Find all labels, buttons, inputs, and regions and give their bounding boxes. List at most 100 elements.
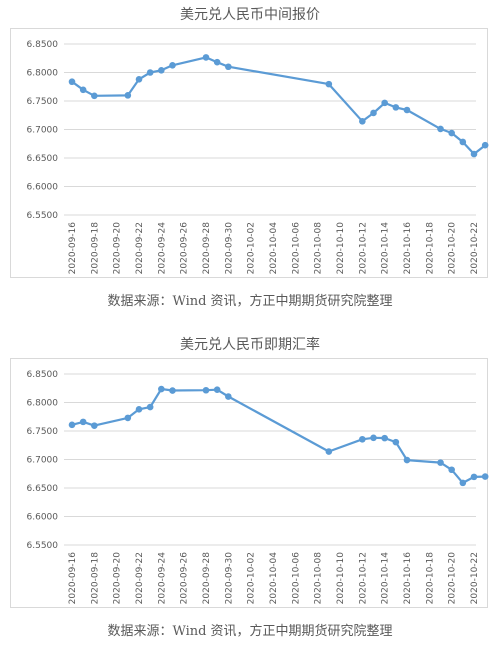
y-tick-label: 6.7000 [27, 126, 59, 136]
x-tick-label: 2020-10-04 [269, 552, 279, 605]
data-point [146, 69, 154, 76]
data-point [481, 473, 489, 480]
series-line [71, 387, 486, 484]
line-chart-central-parity: 6.5500 6.6000 6.6500 6.7000 6.7500 6.8000 6.85… [27, 40, 489, 275]
chart-panel-spot-rate: 美元兑人民币即期汇率 6.5500 6.6000 6.6500 6.7000 6.750… [0, 330, 500, 650]
x-tick-label: 2020-10-04 [269, 222, 279, 275]
x-tick-label: 2020-10-02 [247, 552, 257, 604]
data-point [381, 434, 388, 442]
data-point [392, 104, 400, 111]
x-tick-label: 2020-09-18 [90, 552, 100, 605]
x-tick-label: 2020-09-20 [113, 552, 123, 605]
data-point [169, 62, 176, 69]
x-tick-label: 2020-10-06 [291, 552, 301, 605]
x-tick-label: 2020-09-28 [202, 222, 212, 275]
chart-frame [10, 358, 488, 608]
data-point [158, 385, 165, 393]
data-point [392, 438, 400, 446]
chart-frame [10, 28, 488, 278]
x-tick-label: 2020-10-14 [381, 222, 391, 275]
line-chart-spot-rate: 6.5500 6.6000 6.6500 6.7000 6.7500 6.8000 6.85… [27, 370, 489, 605]
data-point [135, 406, 143, 413]
data-point [370, 109, 377, 117]
data-point [225, 63, 232, 71]
y-tick-label: 6.6500 [27, 484, 59, 494]
x-tick-label: 2020-10-02 [247, 222, 257, 274]
x-tick-label: 2020-10-18 [425, 552, 435, 605]
data-point [202, 54, 210, 61]
source-note: 数据来源：Wind 资讯，方正中期期货研究院整理 [107, 624, 393, 639]
x-tick-label: 2020-10-10 [336, 552, 346, 605]
x-tick-label: 2020-10-12 [358, 552, 368, 604]
data-point [146, 403, 154, 411]
y-tick-label: 6.6500 [27, 154, 59, 164]
x-tick-label: 2020-09-22 [135, 222, 145, 274]
x-tick-label: 2020-10-06 [291, 222, 301, 275]
data-point [437, 125, 444, 133]
data-point [448, 466, 455, 474]
x-tick-label: 2020-10-10 [336, 222, 346, 275]
x-tick-label: 2020-10-22 [470, 552, 480, 604]
data-point [135, 76, 143, 83]
data-point [158, 66, 165, 74]
data-point [213, 386, 221, 393]
chart-title: 美元兑人民币即期汇率 [180, 337, 320, 353]
y-tick-label: 6.6000 [27, 513, 59, 523]
y-tick-label: 6.5500 [27, 541, 59, 551]
data-point [437, 459, 444, 466]
y-tick-label: 6.7000 [27, 456, 59, 466]
data-point [124, 92, 132, 99]
y-tick-label: 6.5500 [27, 211, 59, 221]
x-tick-label: 2020-09-16 [68, 222, 78, 275]
data-point [325, 448, 333, 455]
x-tick-label: 2020-10-22 [470, 222, 480, 274]
series-line [71, 56, 486, 156]
x-tick-label: 2020-09-18 [90, 222, 100, 275]
data-point [68, 421, 76, 429]
y-tick-label: 6.8500 [27, 40, 59, 50]
x-tick-label: 2020-09-24 [157, 552, 167, 605]
data-point [448, 129, 455, 137]
x-tick-label: 2020-10-20 [448, 222, 458, 275]
data-point [225, 393, 232, 400]
data-point [213, 58, 221, 66]
data-point [470, 473, 478, 481]
data-point [381, 99, 388, 107]
x-tick-label: 2020-09-22 [135, 552, 145, 604]
data-point [481, 141, 489, 149]
source-note: 数据来源：Wind 资讯，方正中期期货研究院整理 [107, 294, 393, 309]
data-point [91, 92, 98, 100]
data-point [325, 80, 333, 88]
data-point [202, 386, 210, 394]
data-point [403, 106, 411, 114]
data-point [91, 422, 98, 429]
y-tick-label: 6.8000 [27, 69, 59, 79]
x-tick-label: 2020-10-16 [403, 552, 413, 605]
y-tick-label: 6.7500 [27, 97, 59, 107]
x-tick-label: 2020-10-08 [314, 222, 324, 275]
x-tick-label: 2020-09-26 [180, 552, 190, 605]
x-tick-label: 2020-09-30 [224, 222, 234, 275]
x-tick-label: 2020-10-18 [425, 222, 435, 275]
x-tick-label: 2020-09-26 [180, 222, 190, 275]
x-tick-label: 2020-10-14 [381, 552, 391, 605]
x-tick-label: 2020-09-20 [113, 222, 123, 275]
x-tick-label: 2020-10-12 [358, 222, 368, 274]
x-tick-label: 2020-09-28 [202, 552, 212, 605]
data-point [124, 414, 132, 422]
x-tick-label: 2020-09-16 [68, 552, 78, 605]
data-point [370, 434, 377, 442]
data-point [459, 138, 467, 146]
y-tick-label: 6.6000 [27, 183, 59, 193]
chart-title: 美元兑人民币中间报价 [180, 7, 320, 23]
data-point [359, 118, 366, 125]
data-point [79, 418, 87, 426]
chart-panel-central-parity: 美元兑人民币中间报价 6.5500 6.6000 6.6500 6.7000 6.750… [0, 0, 500, 320]
data-point [169, 387, 176, 394]
data-point [403, 456, 411, 464]
y-tick-label: 6.8000 [27, 399, 59, 409]
data-point [470, 150, 478, 158]
x-tick-label: 2020-10-16 [403, 222, 413, 275]
data-point [459, 479, 467, 487]
y-tick-label: 6.7500 [27, 427, 59, 437]
